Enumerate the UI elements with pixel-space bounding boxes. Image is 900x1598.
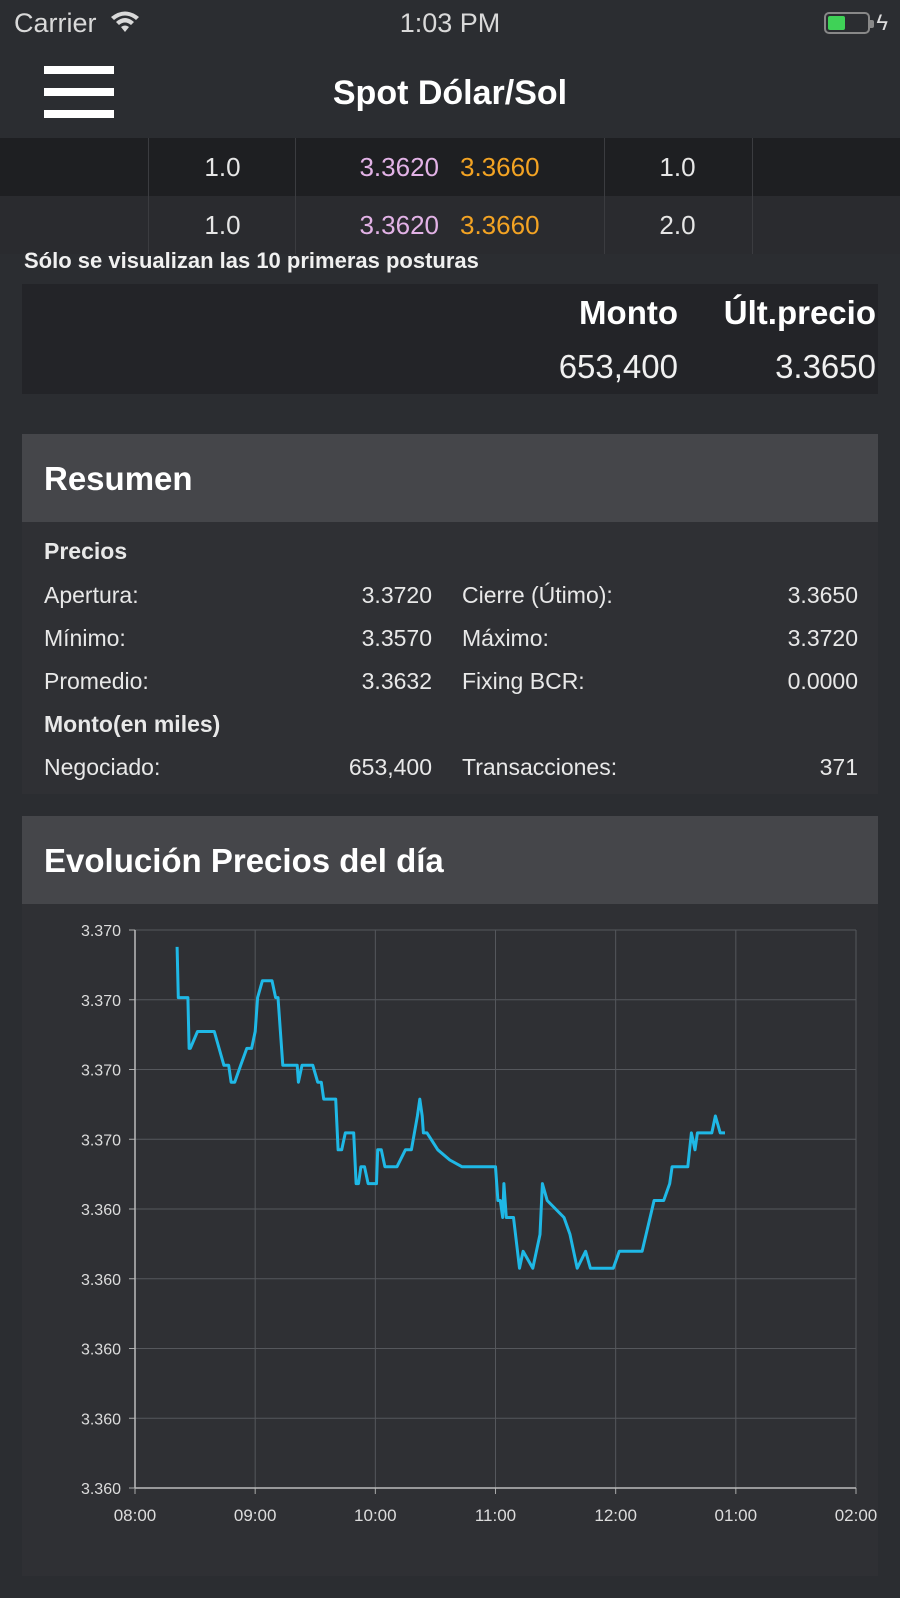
x-tick-label: 08:00: [114, 1506, 157, 1525]
y-tick-label: 3.360: [81, 1272, 121, 1289]
ultprecio-value: 3.3650: [775, 348, 876, 385]
precios-label: Precios: [44, 538, 128, 564]
bid-qty: 1.0: [204, 152, 241, 182]
status-bar: Carrier 1:03 PM ϟ: [0, 0, 900, 46]
minimo-label: Mínimo:: [44, 625, 126, 651]
evolucion-title: Evolución Precios del día: [22, 816, 878, 904]
y-tick-label: 3.360: [81, 1202, 121, 1219]
ask-price: 3.3660: [460, 152, 540, 182]
apertura-value: 3.3720: [361, 582, 432, 608]
transacciones-value: 371: [819, 754, 858, 780]
menu-icon[interactable]: [44, 66, 114, 118]
y-tick-label: 3.360: [81, 1342, 121, 1359]
price-series-line: [175, 946, 725, 1270]
price-chart[interactable]: 3.370 3.370 3.370 3.370 3.360 3.360 3.360 3.360…: [22, 904, 878, 1564]
maximo-value: 3.3720: [787, 625, 858, 651]
y-tick-label: 3.360: [81, 1481, 121, 1498]
apertura-label: Apertura:: [44, 582, 139, 608]
promedio-value: 3.3632: [361, 668, 432, 694]
x-tick-label: 02:00: [835, 1506, 878, 1525]
y-tick-label: 3.370: [81, 1063, 121, 1080]
battery-icon: [824, 12, 874, 34]
y-tick-label: 3.360: [81, 1411, 121, 1428]
evolucion-panel: Evolución Precios del día 3.370 3.370 3.37…: [22, 816, 878, 1576]
table-row[interactable]: 1.0 3.3620 3.3660 1.0: [0, 138, 900, 196]
promedio-label: Promedio:: [44, 668, 149, 694]
negociado-value: 653,400: [348, 754, 432, 780]
maximo-label: Máximo:: [462, 625, 549, 651]
ask-qty: 1.0: [659, 152, 696, 182]
carrier-label: Carrier: [14, 8, 97, 38]
cierre-label: Cierre (Útimo):: [462, 582, 613, 608]
book-note: Sólo se visualizan las 10 primeras postu…: [24, 248, 479, 273]
monto-label: Monto: [579, 294, 678, 331]
nav-bar: Spot Dólar/Sol: [0, 46, 900, 138]
x-tick-label: 11:00: [475, 1506, 516, 1525]
resumen-title: Resumen: [22, 434, 878, 522]
negociado-label: Negociado:: [44, 754, 161, 780]
bid-price: 3.3620: [359, 152, 439, 182]
wifi-icon: [111, 11, 139, 32]
x-tick-label: 09:00: [234, 1506, 277, 1525]
x-tick-label: 01:00: [715, 1506, 758, 1525]
bid-qty: 1.0: [204, 210, 241, 240]
y-tick-label: 3.370: [81, 1132, 121, 1149]
y-tick-label: 3.370: [81, 923, 121, 940]
summary-top: Monto Últ.precio 653,400 3.3650: [22, 284, 878, 394]
ultprecio-label: Últ.precio: [723, 294, 876, 331]
fixing-value: 0.0000: [787, 668, 858, 694]
order-book: 1.0 3.3620 3.3660 1.0 1.0 3.3620 3.3660 …: [0, 138, 900, 254]
page-title: Spot Dólar/Sol: [332, 74, 568, 112]
x-tick-label: 10:00: [354, 1506, 397, 1525]
resumen-panel: Resumen Precios Apertura: 3.3720 Cierre …: [22, 434, 878, 794]
transacciones-label: Transacciones:: [462, 754, 618, 780]
y-tick-label: 3.370: [81, 993, 121, 1010]
fixing-label: Fixing BCR:: [462, 668, 585, 694]
minimo-value: 3.3570: [361, 625, 432, 651]
monto-value: 653,400: [558, 348, 678, 385]
bid-price: 3.3620: [359, 210, 439, 240]
monto-miles-label: Monto(en miles): [44, 711, 221, 737]
ask-price: 3.3660: [460, 210, 540, 240]
ask-qty: 2.0: [659, 210, 696, 240]
cierre-value: 3.3650: [787, 582, 858, 608]
table-row[interactable]: 1.0 3.3620 3.3660 2.0: [0, 196, 900, 254]
status-time: 1:03 PM: [399, 8, 501, 38]
charging-icon: ϟ: [876, 10, 888, 35]
x-tick-label: 12:00: [594, 1506, 637, 1525]
